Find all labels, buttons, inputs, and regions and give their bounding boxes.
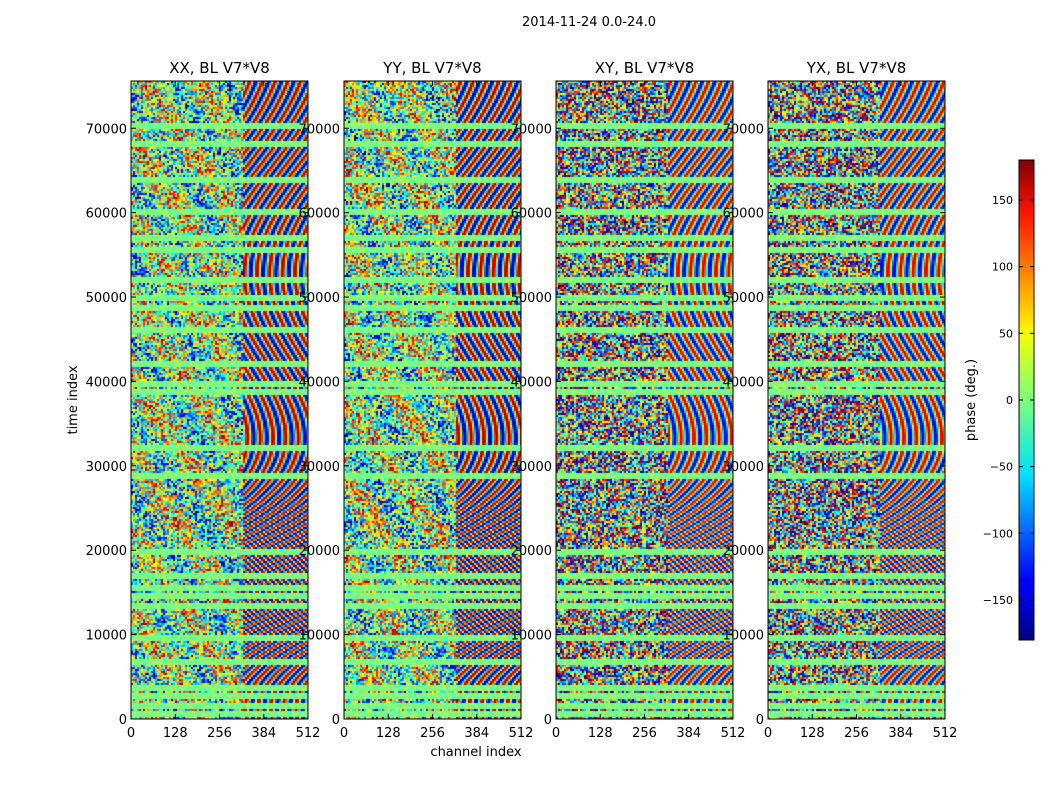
heatmap-image (344, 81, 521, 719)
panel-title: YY, BL V7*V8 (382, 59, 481, 77)
panel-yy: YY, BL V7*V8 0 128 256 384 512 0 10000 20000 3000… (299, 59, 534, 741)
x-tick-label: 0 (552, 726, 560, 741)
x-tick-label: 256 (844, 726, 869, 741)
y-tick-label: 10000 (511, 629, 552, 644)
y-axis-label: time index (66, 365, 81, 434)
colorbar-tick-label: −100 (983, 527, 1013, 540)
y-tick-label: 0 (544, 713, 552, 728)
x-tick-label: 0 (127, 726, 135, 741)
x-tick-label: 512 (296, 726, 321, 741)
y-tick-label: 60000 (723, 207, 764, 222)
x-tick-label: 0 (764, 726, 772, 741)
y-tick-label: 40000 (723, 375, 764, 390)
y-tick-label: 70000 (723, 122, 764, 137)
colorbar-tick-label: 100 (992, 261, 1013, 274)
y-tick-label: 10000 (299, 629, 340, 644)
y-tick-label: 20000 (299, 544, 340, 559)
y-tick-label: 70000 (511, 122, 552, 137)
panel-title: XY, BL V7*V8 (595, 59, 695, 77)
y-tick-label: 40000 (86, 375, 127, 390)
panel-title: YX, BL V7*V8 (806, 59, 907, 77)
panel-yx: YX, BL V7*V8 0 128 256 384 512 0 10000 20000 3000… (723, 59, 958, 741)
colorbar-ticks: −150 −100 −50 0 50 100 150 (983, 194, 1034, 607)
x-tick-label: 128 (800, 726, 825, 741)
y-tick-label: 50000 (511, 291, 552, 306)
panel-xx: XX, BL V7*V8 0 128 256 384 512 0 10000 20000 3000… (86, 59, 321, 741)
y-tick-label: 40000 (511, 375, 552, 390)
x-tick-label: 128 (588, 726, 613, 741)
panel-title: XX, BL V7*V8 (169, 59, 270, 77)
y-tick-label: 20000 (511, 544, 552, 559)
y-tick-label: 70000 (299, 122, 340, 137)
colorbar-tick-label: −150 (983, 594, 1013, 607)
x-tick-label: 128 (376, 726, 401, 741)
heatmap-image (768, 81, 945, 719)
x-tick-label: 256 (632, 726, 657, 741)
y-tick-label: 20000 (86, 544, 127, 559)
y-tick-label: 30000 (511, 460, 552, 475)
y-tick-label: 10000 (86, 629, 127, 644)
y-tick-label: 30000 (86, 460, 127, 475)
y-tick-label: 30000 (723, 460, 764, 475)
y-tick-label: 0 (119, 713, 127, 728)
y-tick-label: 20000 (723, 544, 764, 559)
x-tick-label: 256 (420, 726, 445, 741)
heatmap-image (131, 81, 308, 719)
y-tick-label: 0 (332, 713, 340, 728)
x-tick-label: 384 (676, 726, 701, 741)
y-tick-label: 50000 (86, 291, 127, 306)
y-tick-label: 0 (756, 713, 764, 728)
figure-suptitle: 2014-11-24 0.0-24.0 (522, 15, 656, 30)
y-tick-label: 60000 (511, 207, 552, 222)
y-tick-label: 60000 (86, 207, 127, 222)
x-tick-label: 384 (464, 726, 489, 741)
y-tick-label: 30000 (299, 460, 340, 475)
y-tick-label: 50000 (723, 291, 764, 306)
y-tick-label: 40000 (299, 375, 340, 390)
colorbar-tick-label: 0 (1006, 394, 1013, 407)
x-tick-label: 0 (340, 726, 348, 741)
y-tick-label: 10000 (723, 629, 764, 644)
x-tick-label: 384 (888, 726, 913, 741)
y-tick-label: 70000 (86, 122, 127, 137)
colorbar-tick-label: 50 (999, 327, 1013, 340)
y-tick-label: 60000 (299, 207, 340, 222)
x-tick-label: 512 (509, 726, 534, 741)
x-tick-label: 256 (207, 726, 232, 741)
y-tick-label: 50000 (299, 291, 340, 306)
colorbar-label: phase (deg.) (964, 359, 979, 441)
x-tick-label: 512 (933, 726, 958, 741)
x-tick-label: 384 (251, 726, 276, 741)
heatmap-image (556, 81, 733, 719)
heatmap-panels: XX, BL V7*V8 0 128 256 384 512 0 10000 20000 3000… (86, 59, 958, 741)
x-axis-label: channel index (430, 745, 521, 760)
x-tick-label: 512 (721, 726, 746, 741)
x-tick-label: 128 (163, 726, 188, 741)
panel-xy: XY, BL V7*V8 0 128 256 384 512 0 10000 20000 3000… (511, 59, 746, 741)
colorbar: −150 −100 −50 0 50 100 150 (983, 159, 1035, 641)
colorbar-tick-label: −50 (990, 461, 1013, 474)
colorbar-tick-label: 150 (992, 194, 1013, 207)
